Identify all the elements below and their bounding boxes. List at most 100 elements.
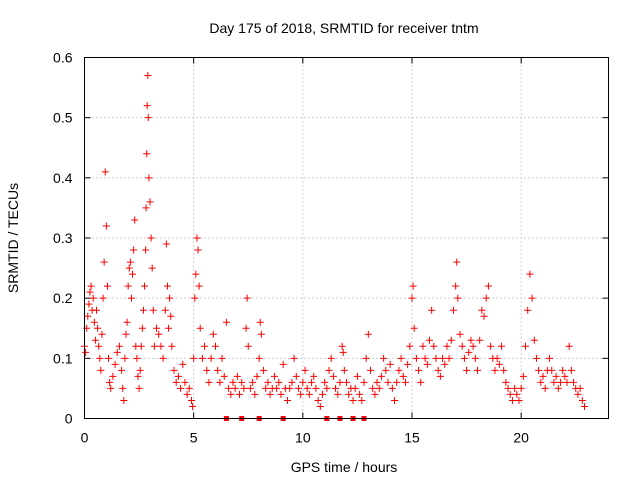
data-point [229, 378, 237, 386]
data-points [81, 72, 588, 421]
data-point [578, 396, 586, 404]
data-point [321, 378, 329, 386]
y-tick-label: 0 [65, 411, 73, 427]
data-point [185, 384, 193, 392]
data-point [419, 342, 427, 350]
data-point [157, 342, 165, 350]
data-point [504, 384, 512, 392]
data-point [137, 342, 145, 350]
data-point [393, 378, 401, 386]
data-point [144, 114, 152, 122]
data-point [367, 366, 375, 374]
data-point [345, 390, 353, 398]
data-point [474, 366, 481, 374]
data-point [445, 354, 453, 362]
data-point [526, 270, 534, 278]
data-point [539, 372, 547, 380]
data-point [399, 372, 407, 380]
data-point [471, 354, 479, 362]
data-point [434, 366, 442, 374]
data-point [329, 372, 337, 380]
x-tick-label: 15 [404, 430, 420, 446]
data-point [212, 342, 219, 350]
data-point [181, 378, 189, 386]
data-point [129, 270, 137, 278]
data-point [275, 378, 283, 386]
data-point [308, 378, 316, 386]
data-point [386, 360, 394, 368]
data-point [227, 390, 235, 398]
data-point [203, 366, 211, 374]
data-point [192, 270, 200, 278]
data-point [528, 294, 536, 302]
data-point [314, 396, 322, 404]
data-point [530, 336, 538, 344]
data-point [243, 294, 251, 302]
data-point [537, 378, 545, 386]
data-point [187, 396, 195, 404]
data-point [86, 288, 94, 296]
data-point [82, 348, 90, 356]
data-point [312, 384, 320, 392]
data-point [397, 354, 405, 362]
data-point [177, 384, 185, 392]
data-point [506, 390, 514, 398]
data-point [205, 378, 213, 386]
data-point [167, 312, 175, 320]
data-point [153, 324, 161, 332]
data-point [428, 306, 436, 314]
data-point [559, 366, 567, 374]
data-point [380, 354, 388, 362]
data-point [456, 330, 464, 338]
data-point [85, 300, 93, 308]
data-point [99, 294, 107, 302]
data-point [255, 354, 263, 362]
data-point [142, 204, 150, 212]
data-point [143, 150, 151, 158]
data-point [174, 372, 182, 380]
data-point [207, 354, 215, 362]
data-point [484, 282, 492, 290]
data-point [262, 384, 270, 392]
data-point [193, 234, 201, 242]
data-point [404, 360, 412, 368]
data-point [198, 354, 206, 362]
data-point [264, 378, 272, 386]
data-point [146, 198, 154, 206]
data-point [126, 258, 134, 266]
data-point [162, 240, 170, 248]
data-point [412, 354, 420, 362]
data-point [508, 396, 516, 404]
data-point [388, 384, 396, 392]
y-tick-label: 0.1 [53, 350, 73, 366]
data-point [336, 378, 344, 386]
data-point [106, 378, 114, 386]
data-point [218, 354, 226, 362]
data-point [460, 354, 468, 362]
data-point [288, 378, 296, 386]
data-point [97, 366, 105, 374]
data-point [96, 354, 104, 362]
data-point [375, 384, 383, 392]
data-point [401, 378, 409, 386]
data-point [244, 342, 252, 350]
data-point [148, 264, 156, 272]
data-point [454, 294, 462, 302]
data-point [257, 330, 265, 338]
data-point [118, 366, 126, 374]
data-point [284, 396, 292, 404]
data-point [236, 390, 244, 398]
grid-lines [84, 57, 609, 419]
data-point [358, 396, 366, 404]
data-point [161, 306, 169, 314]
data-point [513, 390, 521, 398]
plot-frame [84, 57, 609, 419]
data-point [251, 390, 259, 398]
data-point [310, 372, 318, 380]
data-point [87, 282, 95, 290]
data-point [377, 372, 385, 380]
data-point [360, 378, 368, 386]
data-point [220, 372, 228, 380]
data-point [246, 384, 254, 392]
data-point [149, 306, 157, 314]
